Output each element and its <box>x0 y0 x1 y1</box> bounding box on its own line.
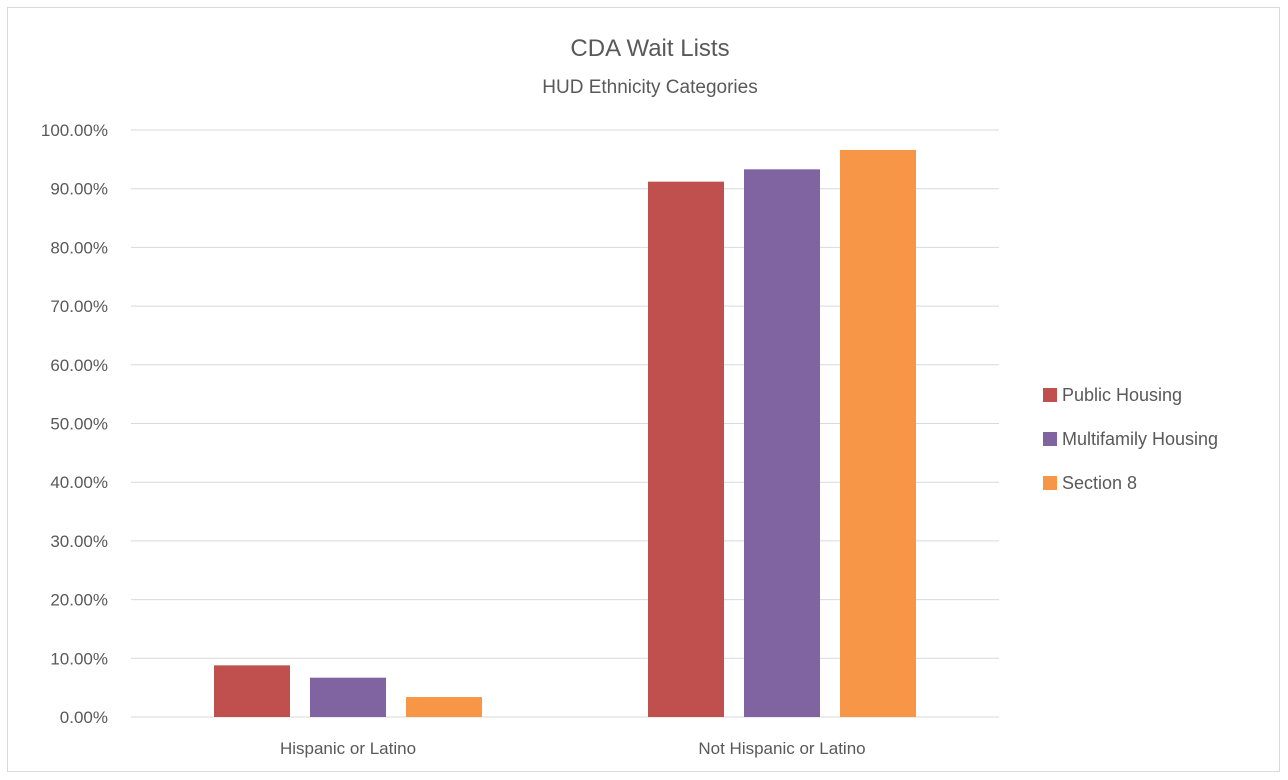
bar-2-1 <box>648 181 724 717</box>
chart-frame <box>7 7 1280 772</box>
x-category-label: Not Hispanic or Latino <box>698 739 865 758</box>
y-tick-label: 50.00% <box>50 415 108 434</box>
y-tick-label: 0.00% <box>60 708 108 727</box>
legend-swatch <box>1043 432 1057 446</box>
chart-title: CDA Wait Lists <box>570 35 729 62</box>
y-tick-label: 80.00% <box>50 238 108 257</box>
bar-1-2 <box>310 677 386 717</box>
legend-label: Section 8 <box>1062 473 1137 493</box>
legend-swatch <box>1043 476 1057 490</box>
x-axis-categories: Hispanic or Latino Not Hispanic or Latino <box>280 739 866 758</box>
legend-label: Multifamily Housing <box>1062 429 1218 449</box>
chart-subtitle: HUD Ethnicity Categories <box>542 77 757 98</box>
y-tick-label: 20.00% <box>50 591 108 610</box>
bar-1-3 <box>406 697 482 717</box>
y-tick-label: 30.00% <box>50 532 108 551</box>
y-tick-label: 40.00% <box>50 473 108 492</box>
legend-swatch <box>1043 388 1057 402</box>
y-tick-label: 70.00% <box>50 297 108 316</box>
bar-2-2 <box>744 169 820 718</box>
y-tick-label: 60.00% <box>50 356 108 375</box>
legend: Public Housing Multifamily Housing Section… <box>1043 385 1218 493</box>
legend-label: Public Housing <box>1062 385 1182 405</box>
y-tick-label: 90.00% <box>50 180 108 199</box>
x-category-label: Hispanic or Latino <box>280 739 416 758</box>
y-tick-label: 10.00% <box>50 649 108 668</box>
bar-2-3 <box>840 149 916 717</box>
y-axis-ticks: 0.00% 10.00% 20.00% 30.00% 40.00% 50.00% 60.00… <box>41 121 108 727</box>
bars <box>214 149 916 718</box>
bar-1-1 <box>214 665 290 717</box>
y-tick-label: 100.00% <box>41 121 108 140</box>
